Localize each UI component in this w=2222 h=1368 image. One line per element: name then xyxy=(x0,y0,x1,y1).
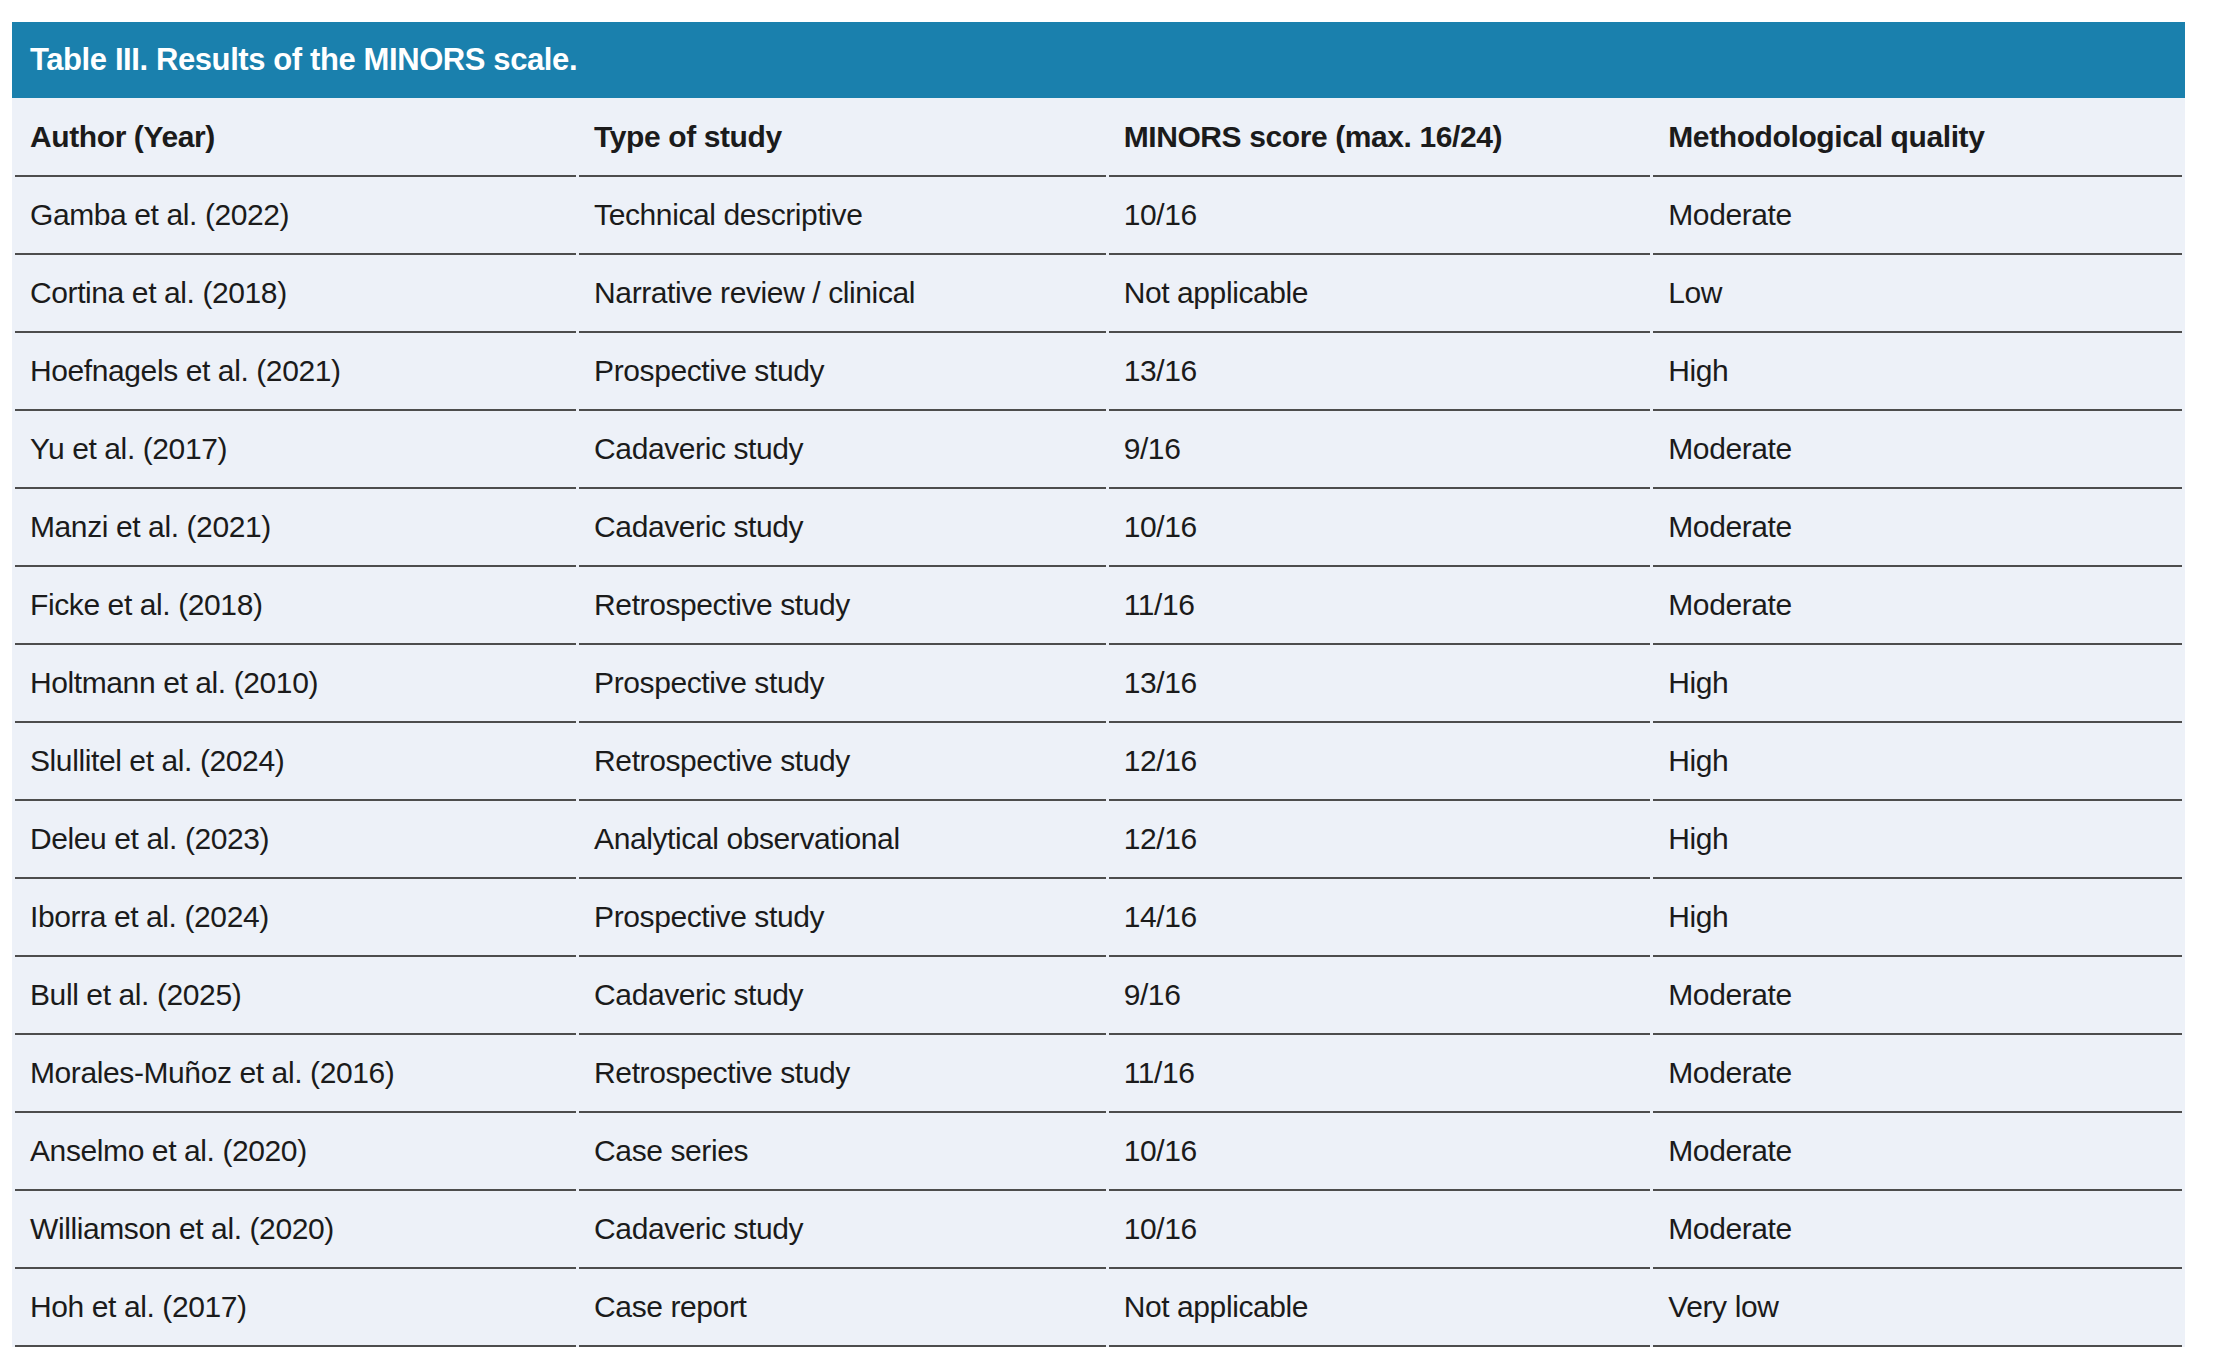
cell-study-type: Case series xyxy=(579,1113,1106,1191)
cell-study-type: Retrospective study xyxy=(579,723,1106,801)
cell-minors-score: 10/16 xyxy=(1109,489,1651,567)
cell-author: Hoefnagels et al. (2021) xyxy=(15,333,576,411)
cell-study-type: Analytical observational xyxy=(579,801,1106,879)
cell-quality: High xyxy=(1653,333,2182,411)
cell-quality: Low xyxy=(1653,255,2182,333)
table-row: Yu et al. (2017) Cadaveric study 9/16 Mo… xyxy=(15,411,2182,489)
cell-minors-score: 10/16 xyxy=(1109,177,1651,255)
cell-author: Yu et al. (2017) xyxy=(15,411,576,489)
cell-author: Manzi et al. (2021) xyxy=(15,489,576,567)
cell-author: Morales-Muñoz et al. (2016) xyxy=(15,1035,576,1113)
cell-minors-score: Not applicable xyxy=(1109,1269,1651,1347)
table-row: Hoh et al. (2017) Case report Not applic… xyxy=(15,1269,2182,1347)
cell-quality: Moderate xyxy=(1653,1191,2182,1269)
cell-quality: Moderate xyxy=(1653,567,2182,645)
cell-author: Bull et al. (2025) xyxy=(15,957,576,1035)
cell-study-type: Narrative review / clinical xyxy=(579,255,1106,333)
cell-study-type: Prospective study xyxy=(579,879,1106,957)
cell-minors-score: 13/16 xyxy=(1109,333,1651,411)
cell-minors-score: 11/16 xyxy=(1109,567,1651,645)
table-row: Deleu et al. (2023) Analytical observati… xyxy=(15,801,2182,879)
cell-minors-score: 9/16 xyxy=(1109,957,1651,1035)
table-row: Manzi et al. (2021) Cadaveric study 10/1… xyxy=(15,489,2182,567)
table-title: Table III. Results of the MINORS scale. xyxy=(30,42,577,78)
cell-quality: High xyxy=(1653,723,2182,801)
cell-study-type: Prospective study xyxy=(579,645,1106,723)
cell-quality: Very low xyxy=(1653,1269,2182,1347)
table-row: Slullitel et al. (2024) Retrospective st… xyxy=(15,723,2182,801)
cell-minors-score: Not applicable xyxy=(1109,255,1651,333)
cell-quality: High xyxy=(1653,879,2182,957)
table-row: Anselmo et al. (2020) Case series 10/16 … xyxy=(15,1113,2182,1191)
cell-quality: Moderate xyxy=(1653,1113,2182,1191)
cell-author: Gamba et al. (2022) xyxy=(15,177,576,255)
col-header-minors-score: MINORS score (max. 16/24) xyxy=(1109,98,1651,177)
table-title-banner: Table III. Results of the MINORS scale. xyxy=(12,22,2185,98)
cell-quality: Moderate xyxy=(1653,411,2182,489)
cell-author: Anselmo et al. (2020) xyxy=(15,1113,576,1191)
cell-minors-score: 12/16 xyxy=(1109,723,1651,801)
cell-author: Iborra et al. (2024) xyxy=(15,879,576,957)
cell-study-type: Cadaveric study xyxy=(579,957,1106,1035)
cell-quality: Moderate xyxy=(1653,489,2182,567)
table-row: Bull et al. (2025) Cadaveric study 9/16 … xyxy=(15,957,2182,1035)
table-row: Hoefnagels et al. (2021) Prospective stu… xyxy=(15,333,2182,411)
cell-author: Ficke et al. (2018) xyxy=(15,567,576,645)
cell-study-type: Retrospective study xyxy=(579,567,1106,645)
table-body: Gamba et al. (2022) Technical descriptiv… xyxy=(15,177,2182,1347)
cell-study-type: Cadaveric study xyxy=(579,411,1106,489)
table-container: Table III. Results of the MINORS scale. … xyxy=(0,0,2222,1347)
table-row: Morales-Muñoz et al. (2016) Retrospectiv… xyxy=(15,1035,2182,1113)
col-header-author: Author (Year) xyxy=(15,98,576,177)
cell-quality: Moderate xyxy=(1653,177,2182,255)
cell-study-type: Prospective study xyxy=(579,333,1106,411)
cell-quality: High xyxy=(1653,801,2182,879)
cell-minors-score: 11/16 xyxy=(1109,1035,1651,1113)
cell-minors-score: 14/16 xyxy=(1109,879,1651,957)
cell-quality: Moderate xyxy=(1653,1035,2182,1113)
cell-study-type: Cadaveric study xyxy=(579,1191,1106,1269)
cell-quality: Moderate xyxy=(1653,957,2182,1035)
minors-results-table: Author (Year) Type of study MINORS score… xyxy=(12,98,2185,1347)
cell-author: Cortina et al. (2018) xyxy=(15,255,576,333)
table-row: Gamba et al. (2022) Technical descriptiv… xyxy=(15,177,2182,255)
cell-study-type: Retrospective study xyxy=(579,1035,1106,1113)
cell-study-type: Cadaveric study xyxy=(579,489,1106,567)
cell-minors-score: 9/16 xyxy=(1109,411,1651,489)
cell-author: Deleu et al. (2023) xyxy=(15,801,576,879)
cell-author: Holtmann et al. (2010) xyxy=(15,645,576,723)
table-row: Ficke et al. (2018) Retrospective study … xyxy=(15,567,2182,645)
col-header-study-type: Type of study xyxy=(579,98,1106,177)
cell-study-type: Case report xyxy=(579,1269,1106,1347)
cell-author: Williamson et al. (2020) xyxy=(15,1191,576,1269)
table-row: Williamson et al. (2020) Cadaveric study… xyxy=(15,1191,2182,1269)
cell-minors-score: 10/16 xyxy=(1109,1113,1651,1191)
cell-quality: High xyxy=(1653,645,2182,723)
table-row: Holtmann et al. (2010) Prospective study… xyxy=(15,645,2182,723)
col-header-quality: Methodological quality xyxy=(1653,98,2182,177)
cell-minors-score: 12/16 xyxy=(1109,801,1651,879)
cell-minors-score: 10/16 xyxy=(1109,1191,1651,1269)
cell-minors-score: 13/16 xyxy=(1109,645,1651,723)
cell-study-type: Technical descriptive xyxy=(579,177,1106,255)
table-row: Cortina et al. (2018) Narrative review /… xyxy=(15,255,2182,333)
cell-author: Slullitel et al. (2024) xyxy=(15,723,576,801)
table-header: Author (Year) Type of study MINORS score… xyxy=(15,98,2182,177)
table-header-row: Author (Year) Type of study MINORS score… xyxy=(15,98,2182,177)
table-row: Iborra et al. (2024) Prospective study 1… xyxy=(15,879,2182,957)
cell-author: Hoh et al. (2017) xyxy=(15,1269,576,1347)
